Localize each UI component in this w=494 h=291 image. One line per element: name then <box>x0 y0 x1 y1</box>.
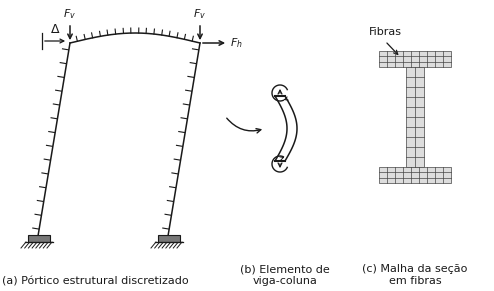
Bar <box>158 235 180 242</box>
Text: $F_h$: $F_h$ <box>230 36 243 50</box>
Text: (c) Malha da seção
em fibras: (c) Malha da seção em fibras <box>362 265 468 286</box>
Bar <box>28 235 50 242</box>
Text: $F_v$: $F_v$ <box>63 7 77 21</box>
Text: (b) Elemento de
viga-coluna: (b) Elemento de viga-coluna <box>240 265 330 286</box>
Text: Fibras: Fibras <box>369 27 402 37</box>
Text: (a) Pórtico estrutural discretizado: (a) Pórtico estrutural discretizado <box>1 276 188 286</box>
Text: $F_v$: $F_v$ <box>194 7 206 21</box>
Bar <box>379 167 451 183</box>
Bar <box>406 67 424 167</box>
Text: $\Delta$: $\Delta$ <box>50 23 60 36</box>
Bar <box>379 51 451 67</box>
